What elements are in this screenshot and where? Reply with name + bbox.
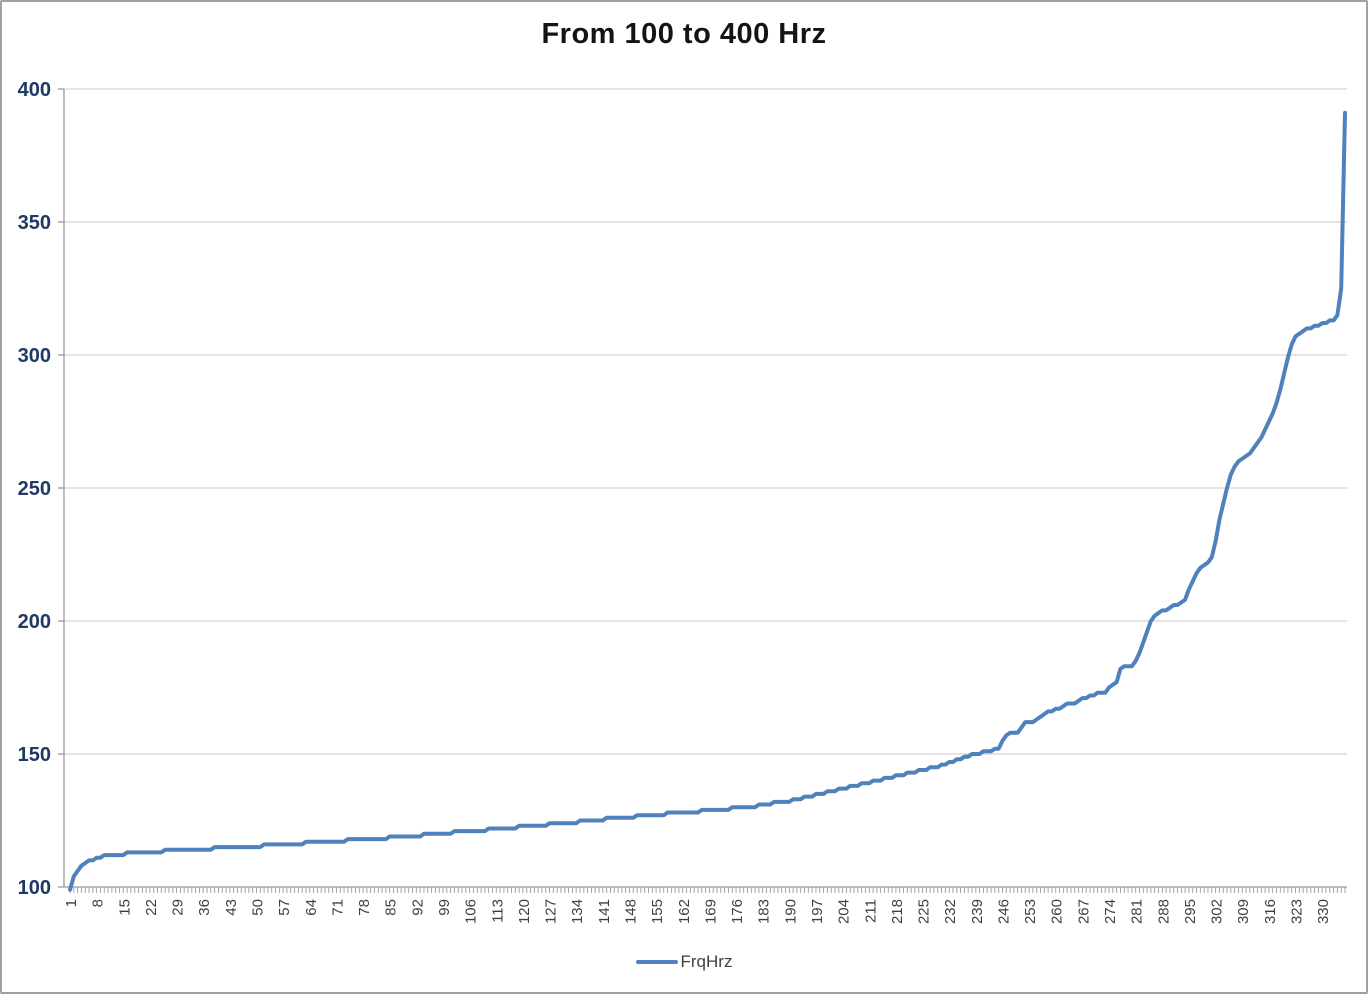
x-tick-label: 281 xyxy=(1129,899,1146,924)
x-tick-label: 316 xyxy=(1262,899,1279,924)
y-tick-label: 100 xyxy=(18,877,51,899)
y-axis-ticks xyxy=(58,88,64,888)
x-tick-label: 309 xyxy=(1235,899,1252,924)
y-tick-label: 350 xyxy=(18,212,51,234)
x-tick-label: 253 xyxy=(1022,899,1039,924)
x-tick-label: 36 xyxy=(196,899,213,916)
x-tick-label: 148 xyxy=(622,899,639,924)
y-tick-label: 200 xyxy=(18,611,51,633)
x-tick-label: 99 xyxy=(436,899,453,916)
chart-title: From 100 to 400 Hrz xyxy=(541,18,827,50)
y-tick-label: 300 xyxy=(18,345,51,367)
x-tick-label: 92 xyxy=(409,899,426,916)
x-tick-label: 232 xyxy=(942,899,959,924)
x-tick-label: 197 xyxy=(809,899,826,924)
legend-label: FrqHrz xyxy=(680,952,733,971)
x-tick-label: 127 xyxy=(543,899,560,924)
x-tick-label: 134 xyxy=(569,899,586,924)
x-tick-label: 190 xyxy=(782,899,799,924)
x-tick-label: 50 xyxy=(249,899,266,916)
x-tick-label: 78 xyxy=(356,899,373,916)
x-tick-label: 8 xyxy=(90,899,107,907)
legend-line-swatch xyxy=(635,960,678,964)
x-axis-labels: 1 8 15 22 29 36 43 50 57 64 71 78 85 92 99 106 113 120 127… xyxy=(63,899,1332,924)
x-tick-label: 162 xyxy=(676,899,693,924)
x-tick-label: 43 xyxy=(223,899,240,916)
y-tick-label: 250 xyxy=(18,478,51,500)
y-tick-label: 150 xyxy=(18,744,51,766)
x-tick-label: 169 xyxy=(702,899,719,924)
x-tick-label: 113 xyxy=(489,899,506,923)
x-tick-label: 29 xyxy=(170,899,187,916)
x-tick-label: 239 xyxy=(969,899,986,924)
x-tick-label: 225 xyxy=(916,899,933,924)
y-tick-label: 400 xyxy=(18,79,51,101)
x-tick-label: 106 xyxy=(463,899,480,924)
x-tick-label: 22 xyxy=(143,899,160,916)
x-tick-label: 1 xyxy=(63,899,80,907)
x-axis-ticks xyxy=(69,887,1346,893)
x-tick-label: 330 xyxy=(1315,899,1332,924)
x-tick-label: 141 xyxy=(596,899,613,924)
gridlines xyxy=(64,88,1347,755)
x-tick-label: 274 xyxy=(1102,899,1119,924)
x-tick-label: 211 xyxy=(862,899,879,923)
x-tick-label: 155 xyxy=(649,899,666,924)
x-tick-label: 64 xyxy=(303,899,320,916)
x-tick-label: 120 xyxy=(516,899,533,924)
x-tick-label: 15 xyxy=(116,899,133,916)
series-line-frqhrz xyxy=(68,110,1347,892)
x-tick-label: 323 xyxy=(1289,899,1306,924)
x-tick-label: 85 xyxy=(383,899,400,916)
x-tick-label: 57 xyxy=(276,899,293,916)
x-tick-label: 295 xyxy=(1182,899,1199,924)
x-tick-label: 183 xyxy=(756,899,773,924)
x-tick-label: 288 xyxy=(1155,899,1172,924)
x-tick-label: 302 xyxy=(1209,899,1226,924)
y-axis-labels: 100 150 200 250 300 350 400 xyxy=(18,79,51,899)
x-tick-label: 176 xyxy=(729,899,746,924)
x-tick-label: 71 xyxy=(329,899,346,916)
x-tick-label: 204 xyxy=(836,899,853,924)
x-tick-label: 267 xyxy=(1075,899,1092,924)
x-tick-label: 260 xyxy=(1049,899,1066,924)
x-tick-label: 246 xyxy=(995,899,1012,924)
legend: FrqHrz xyxy=(2,948,1366,976)
x-tick-label: 218 xyxy=(889,899,906,924)
